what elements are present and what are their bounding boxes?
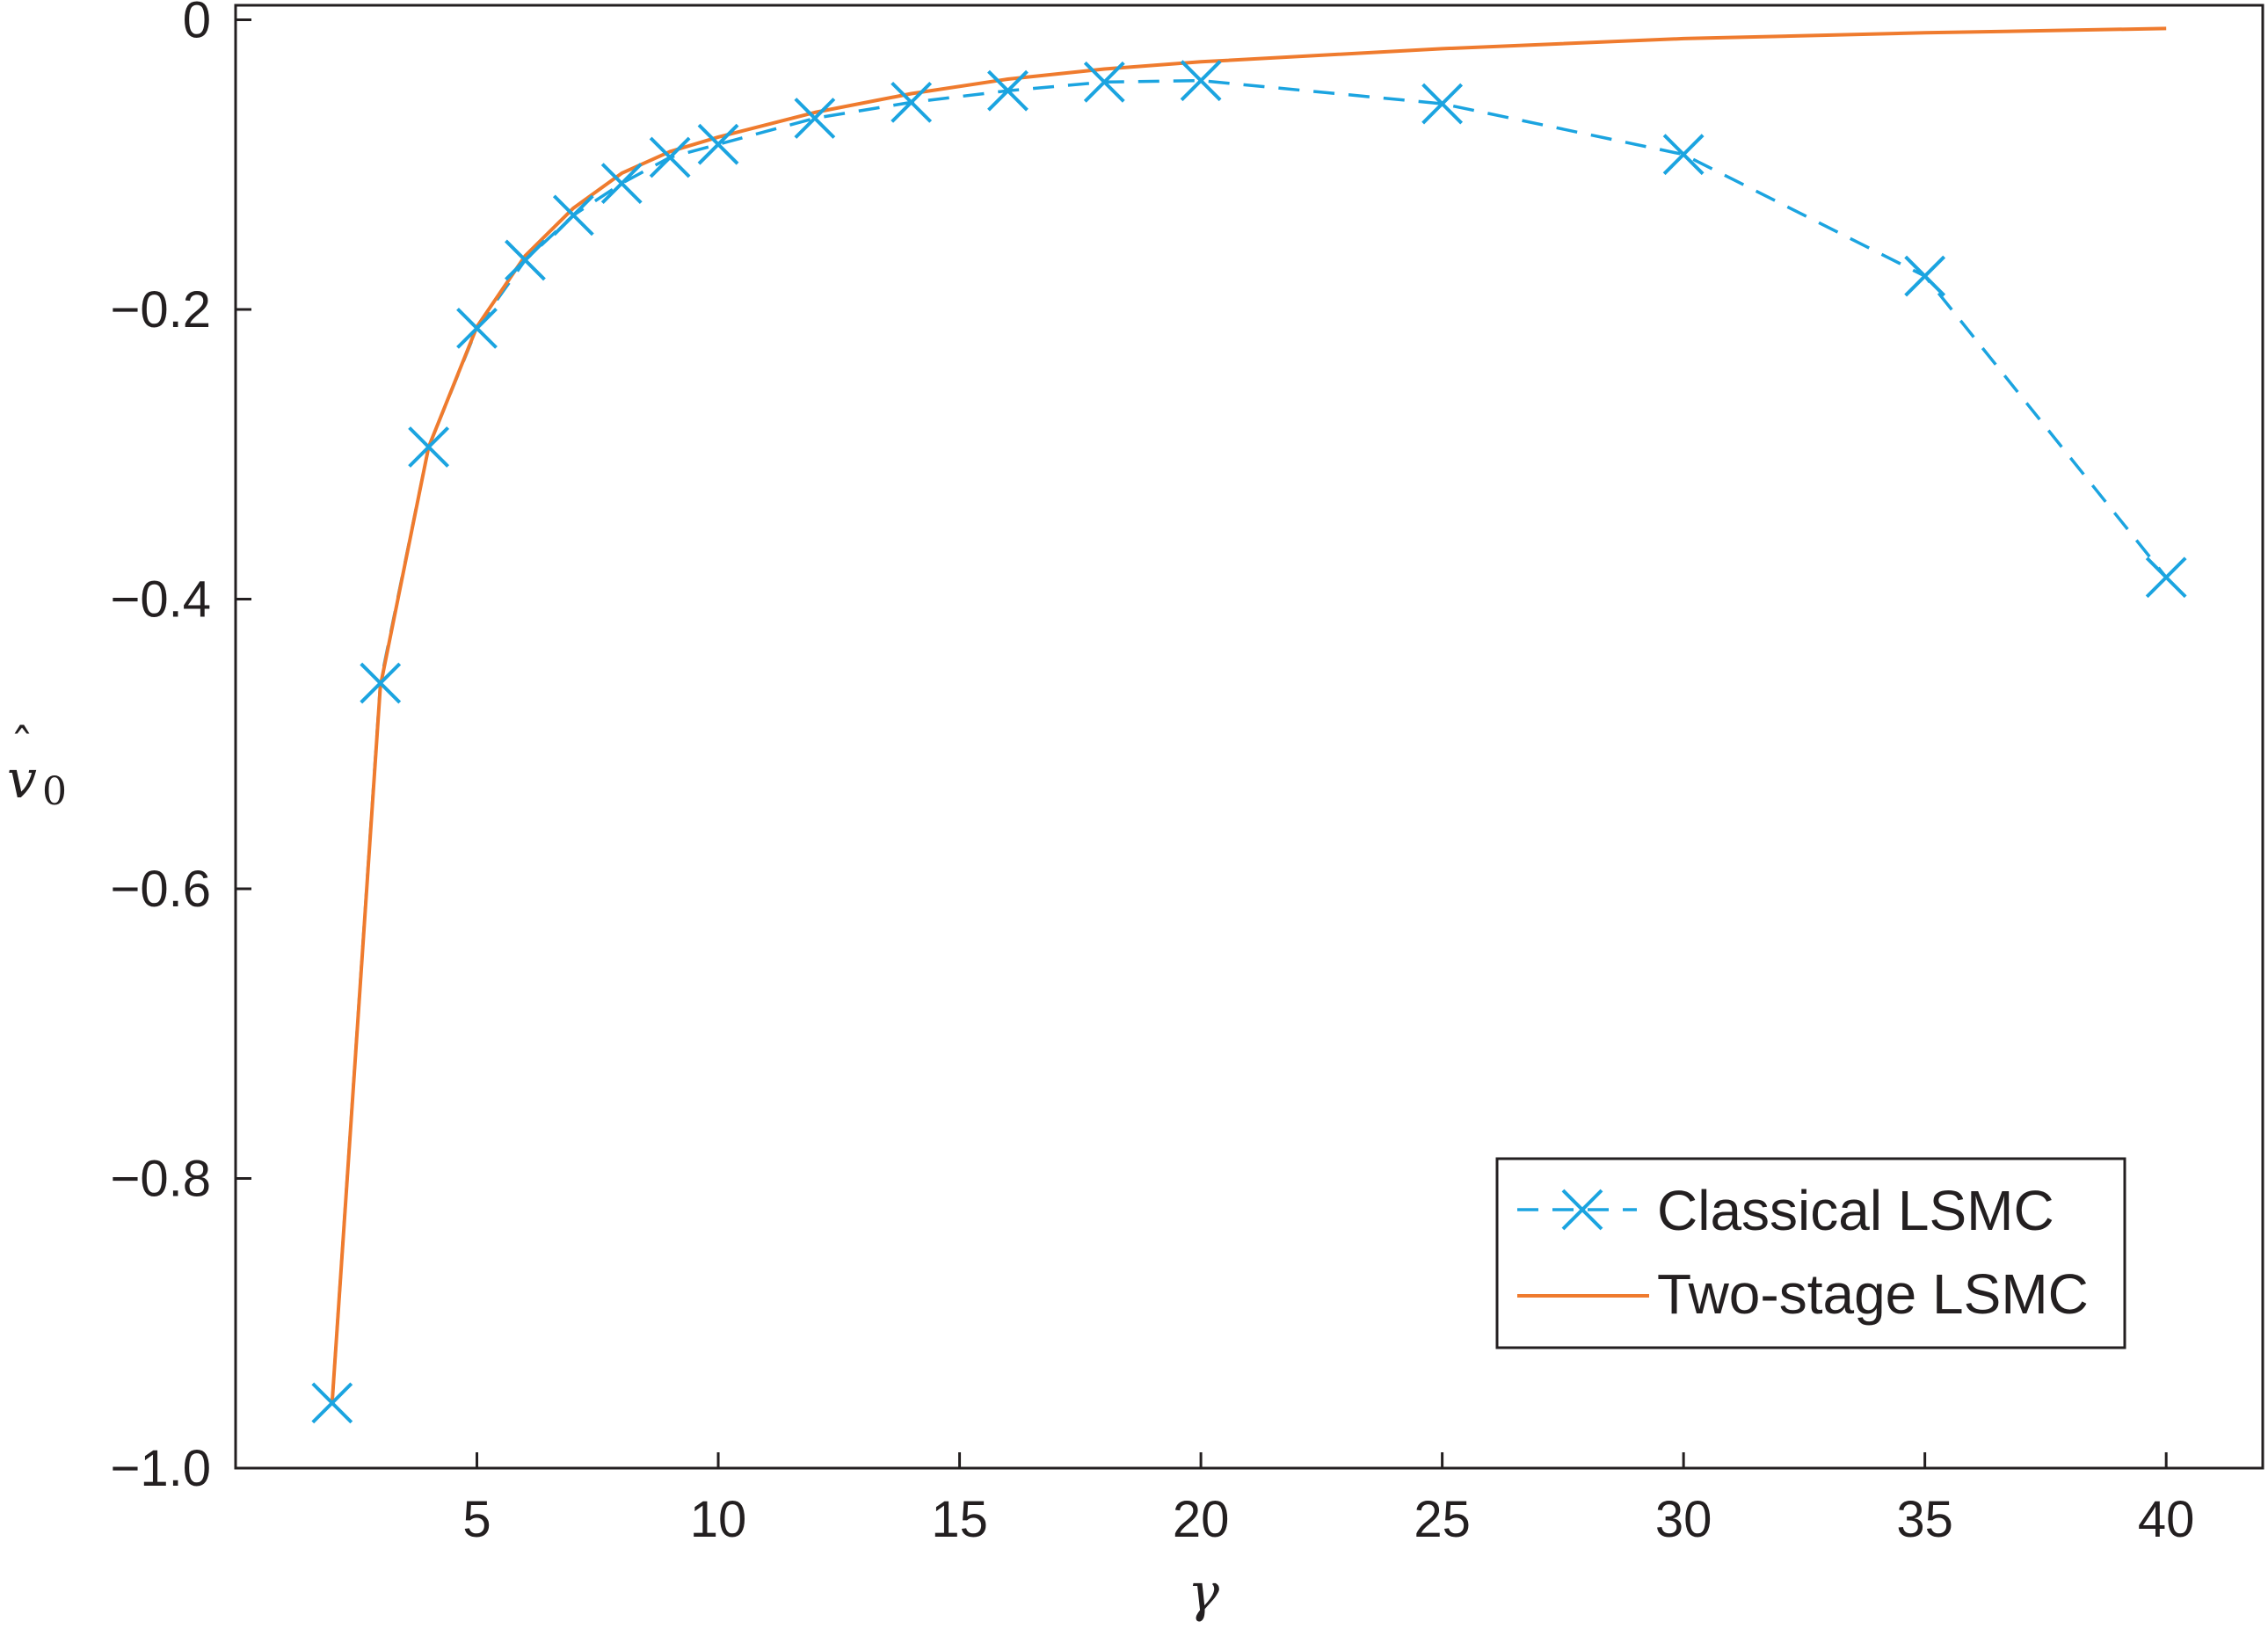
data-point-classical-lsmc [1662,134,1705,176]
y-tick-label: −0.8 [111,1150,212,1207]
x-axis-label: γ [1188,1562,1219,1624]
marker-stroke [794,98,836,139]
data-point-classical-lsmc [1180,60,1222,102]
legend-label-two-stage: Two-stage LSMC [1657,1262,2089,1326]
marker-stroke [649,136,691,178]
marker-stroke [697,123,739,165]
marker-stroke [1662,134,1705,176]
marker-stroke [987,69,1029,112]
y-axis-label-hat: ˆ [11,719,34,775]
data-point-classical-lsmc [890,81,933,123]
data-point-classical-lsmc [649,136,691,178]
legend-sample-classical [1517,1189,1637,1231]
data-point-classical-lsmc [2145,556,2187,599]
data-point-classical-lsmc [697,123,739,165]
marker-stroke [1904,255,1946,297]
y-axis-label: ˆ v 0 [7,719,67,814]
marker-stroke [552,194,594,236]
data-point-classical-lsmc [360,662,402,704]
data-point-classical-lsmc [600,163,643,205]
legend-marker-classical [1561,1189,1603,1231]
marker-stroke [600,163,643,205]
y-axis: 0 −0.2 −0.4 −0.6 −0.8 −1.0 [111,0,251,1497]
data-point-classical-lsmc [311,1382,353,1424]
data-point-classical-lsmc [794,98,836,139]
y-tick-label: 0 [183,0,211,48]
x-axis: 5 10 15 20 25 30 35 40 [462,1452,2194,1548]
marker-stroke [890,81,933,123]
marker-stroke [311,1382,353,1424]
data-point-classical-lsmc [456,307,498,349]
x-tick-label: 25 [1414,1491,1471,1548]
y-axis-label-symbol: v [7,749,37,811]
x-tick-label: 40 [2138,1491,2195,1548]
data-point-classical-lsmc [408,426,450,468]
x-tick-label: 35 [1896,1491,1953,1548]
marker-stroke [505,239,546,281]
y-tick-label: −0.2 [111,281,212,338]
data-point-classical-lsmc [1421,83,1464,125]
plot-frame [234,4,2264,1470]
y-axis-label-subscript: 0 [42,769,67,814]
marker-stroke [360,662,402,704]
x-tick-label: 30 [1655,1491,1712,1548]
marker-stroke [456,307,498,349]
data-point-classical-lsmc [552,194,594,236]
y-tick-label: −1.0 [111,1440,212,1497]
x-tick-label: 15 [931,1491,988,1548]
marker-stroke [408,426,450,468]
y-tick-label: −0.4 [111,571,212,628]
marker-stroke [2145,556,2187,599]
series-line-two-stage-lsmc [330,26,2167,1404]
data-point-classical-lsmc [1904,255,1946,297]
data-point-classical-lsmc [987,69,1029,112]
marker-stroke [1083,61,1125,103]
series-layer [311,26,2187,1424]
plot-area-border [234,4,2264,1470]
data-point-classical-lsmc [1083,61,1125,103]
data-point-classical-lsmc [505,239,546,281]
marker-stroke [1561,1189,1603,1231]
x-tick-label: 10 [690,1491,747,1548]
legend: Classical LSMC Two-stage LSMC [1495,1157,2126,1349]
y-tick-label: −0.6 [111,861,212,918]
marker-stroke [1421,83,1464,125]
legend-box [1495,1157,2126,1349]
marker-stroke [1180,60,1222,102]
legend-label-classical: Classical LSMC [1657,1179,2054,1242]
x-tick-label: 20 [1173,1491,1230,1548]
x-tick-label: 5 [462,1491,491,1548]
